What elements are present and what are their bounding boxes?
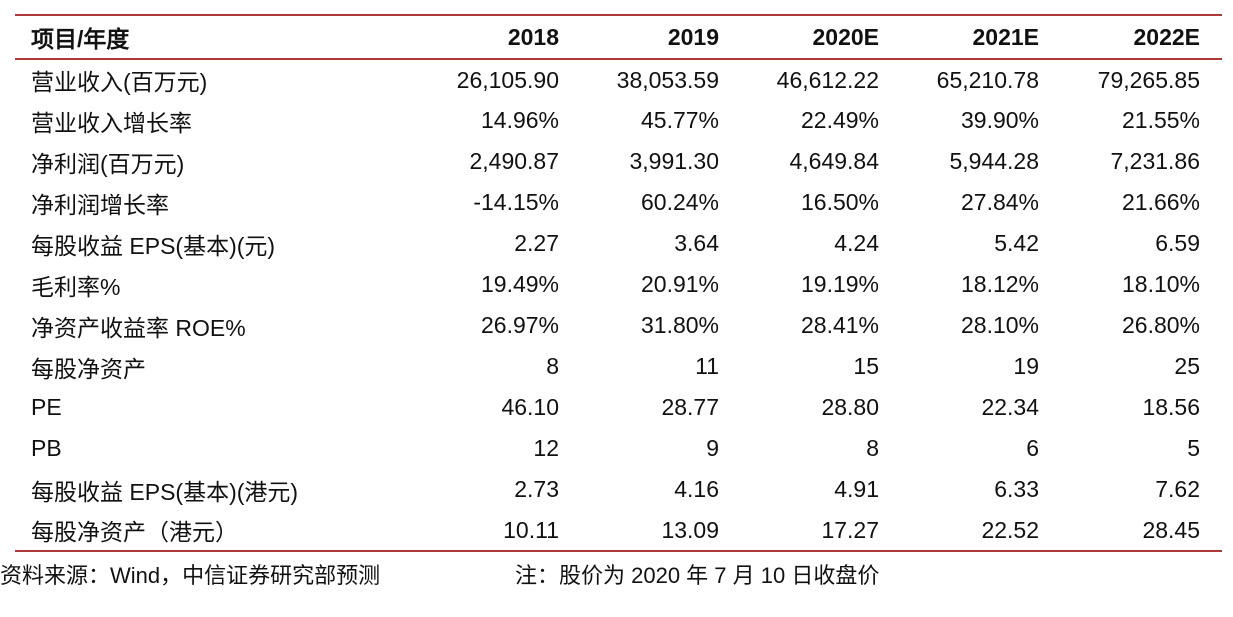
cell-value: 27.84% — [960, 189, 1039, 215]
cell-value: 3.64 — [674, 230, 719, 256]
column-header-year: 2020E — [741, 14, 901, 60]
cell-value: 25 — [1174, 353, 1200, 379]
cell-value: 17.27 — [741, 510, 901, 552]
row-label: 每股净资产（港元） — [15, 510, 421, 552]
cell-value: 12 — [533, 435, 559, 461]
cell-value: 39.90% — [960, 107, 1039, 133]
cell-value: 28.45 — [1061, 510, 1222, 552]
table-row: PB 12 9 8 6 5 — [15, 428, 1222, 469]
cell-value: 26.80% — [1121, 312, 1200, 338]
cell-value: 2,490.87 — [469, 148, 559, 174]
table-row: 净资产收益率 ROE% 26.97% 31.80% 28.41% 28.10% 26.80… — [15, 305, 1222, 346]
source-note: 资料来源：Wind，中信证券研究部预测 — [0, 563, 381, 588]
table-row: 营业收入(百万元) 26,105.90 38,053.59 46,612.22 65,2… — [15, 59, 1222, 100]
cell-value: 4.16 — [674, 476, 719, 502]
cell-value: 31.80% — [640, 312, 719, 338]
table-row: 每股净资产 8 11 15 19 25 — [15, 346, 1222, 387]
cell-value: 15 — [853, 353, 879, 379]
cell-value: 21.66% — [1121, 189, 1200, 215]
table-footer: 资料来源：Wind，中信证券研究部预测 注：股价为 2020 年 7 月 10 … — [0, 558, 1233, 594]
cell-value: 45.77% — [640, 107, 719, 133]
cell-value: 19.49% — [480, 271, 559, 297]
row-label: PB — [31, 435, 62, 461]
table-row: 营业收入增长率 14.96% 45.77% 22.49% 39.90% 21.55% — [15, 100, 1222, 141]
cell-value: 18.56 — [1142, 394, 1200, 420]
cell-value: 46.10 — [501, 394, 559, 420]
row-label: 毛利率% — [31, 273, 121, 300]
cell-value: 5.42 — [994, 230, 1039, 256]
cell-value: 7,231.86 — [1110, 148, 1200, 174]
cell-value: -14.15% — [473, 189, 559, 215]
column-header-year: 2022E — [1061, 14, 1222, 60]
cell-value: 6 — [1026, 435, 1039, 461]
row-label: 净利润增长率 — [31, 191, 169, 218]
cell-value: 7.62 — [1155, 476, 1200, 502]
header-row: 项目/年度 2018 2019 2020E 2021E 2022E — [15, 14, 1222, 60]
cell-value: 18.10% — [1121, 271, 1200, 297]
row-label: PE — [31, 394, 62, 420]
table-body: 营业收入(百万元) 26,105.90 38,053.59 46,612.22 65,2… — [15, 59, 1222, 552]
table-row: 每股收益 EPS(基本)(元) 2.27 3.64 4.24 5.42 6.59 — [15, 223, 1222, 264]
cell-value: 18.12% — [960, 271, 1039, 297]
cell-value: 11 — [695, 353, 719, 379]
cell-value: 5,944.28 — [949, 148, 1039, 174]
column-header-year: 2019 — [581, 14, 741, 60]
cell-value: 26.97% — [480, 312, 559, 338]
cell-value: 22.52 — [901, 510, 1061, 552]
cell-value: 9 — [706, 435, 719, 461]
financial-summary-table-wrap: 项目/年度 2018 2019 2020E 2021E 2022E 营业收入(百万元) 26… — [15, 14, 1222, 552]
cell-value: 2.27 — [514, 230, 559, 256]
cell-value: 28.10% — [960, 312, 1039, 338]
cell-value: 13.09 — [581, 510, 741, 552]
cell-value: 22.34 — [981, 394, 1039, 420]
price-date-note: 注：股价为 2020 年 7 月 10 日收盘价 — [515, 563, 880, 588]
cell-value: 20.91% — [640, 271, 719, 297]
cell-value: 5 — [1187, 435, 1200, 461]
row-label: 营业收入增长率 — [31, 109, 192, 136]
row-label: 每股收益 EPS(基本)(元) — [31, 232, 276, 259]
cell-value: 28.77 — [661, 394, 719, 420]
row-label: 净利润(百万元) — [31, 150, 185, 177]
cell-value: 21.55% — [1121, 107, 1200, 133]
cell-value: 28.41% — [800, 312, 879, 338]
cell-value: 46,612.22 — [776, 66, 879, 93]
cell-value: 3,991.30 — [629, 148, 719, 174]
column-header-year: 2018 — [421, 14, 581, 60]
cell-value: 16.50% — [800, 189, 879, 215]
cell-value: 10.11 — [421, 510, 581, 552]
table-row: 净利润(百万元) 2,490.87 3,991.30 4,649.84 5,944.28… — [15, 141, 1222, 182]
cell-value: 65,210.78 — [936, 66, 1039, 93]
cell-value: 6.59 — [1155, 230, 1200, 256]
cell-value: 60.24% — [640, 189, 719, 215]
table-row: 净利润增长率 -14.15% 60.24% 16.50% 27.84% 21.66% — [15, 182, 1222, 223]
cell-value: 8 — [546, 353, 559, 379]
cell-value: 2.73 — [514, 476, 559, 502]
row-label: 每股净资产 — [31, 355, 146, 382]
table-row: 每股收益 EPS(基本)(港元) 2.73 4.16 4.91 6.33 7.62 — [15, 469, 1222, 510]
row-label: 每股收益 EPS(基本)(港元) — [31, 478, 299, 505]
cell-value: 4.91 — [834, 476, 879, 502]
cell-value: 79,265.85 — [1097, 66, 1200, 93]
table-row: 每股净资产（港元） 10.11 13.09 17.27 22.52 28.45 — [15, 510, 1222, 552]
column-header-item: 项目/年度 — [15, 14, 421, 60]
cell-value: 14.96% — [480, 107, 559, 133]
table-row: 毛利率% 19.49% 20.91% 19.19% 18.12% 18.10% — [15, 264, 1222, 305]
cell-value: 26,105.90 — [456, 66, 559, 93]
row-label: 净资产收益率 ROE% — [31, 314, 246, 341]
cell-value: 19.19% — [800, 271, 879, 297]
cell-value: 4,649.84 — [789, 148, 879, 174]
cell-value: 28.80 — [821, 394, 879, 420]
cell-value: 38,053.59 — [616, 66, 719, 93]
cell-value: 19 — [1013, 353, 1039, 379]
cell-value: 6.33 — [994, 476, 1039, 502]
financial-summary-table: 项目/年度 2018 2019 2020E 2021E 2022E 营业收入(百万元) 26… — [15, 14, 1222, 552]
row-label: 营业收入(百万元) — [31, 69, 208, 95]
column-header-year: 2021E — [901, 14, 1061, 60]
cell-value: 22.49% — [800, 107, 879, 133]
table-row: PE 46.10 28.77 28.80 22.34 18.56 — [15, 387, 1222, 428]
cell-value: 4.24 — [834, 230, 879, 256]
cell-value: 8 — [866, 435, 879, 461]
